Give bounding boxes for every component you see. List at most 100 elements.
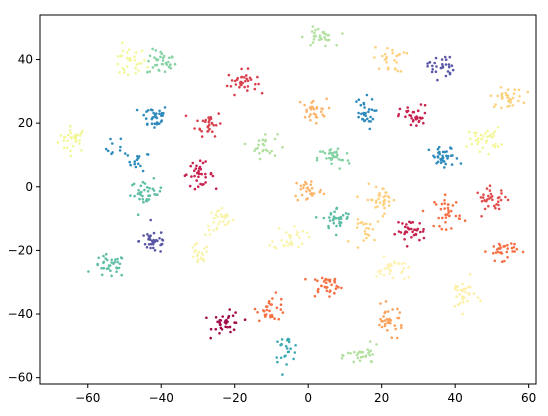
data-point <box>492 134 496 137</box>
data-point <box>69 136 73 139</box>
data-point <box>200 257 203 261</box>
data-point <box>506 105 509 108</box>
data-point <box>499 86 503 89</box>
data-point <box>371 228 375 231</box>
data-point <box>402 51 406 54</box>
data-point <box>463 296 466 299</box>
data-point <box>341 158 345 162</box>
data-point <box>287 338 291 341</box>
data-point <box>337 217 341 221</box>
data-point <box>441 158 444 161</box>
data-point <box>193 250 196 254</box>
data-point <box>437 145 441 149</box>
data-point <box>228 325 232 329</box>
point-cluster <box>426 55 455 82</box>
data-point <box>325 97 329 101</box>
data-point <box>230 79 234 82</box>
data-point <box>275 306 279 310</box>
data-point <box>511 104 515 107</box>
data-point <box>431 64 434 68</box>
data-point <box>474 134 478 138</box>
data-point <box>448 71 452 75</box>
data-point <box>191 255 195 259</box>
data-point <box>200 251 204 255</box>
data-point <box>147 109 150 112</box>
data-point <box>383 267 387 271</box>
data-point <box>369 120 373 123</box>
data-point <box>470 142 474 146</box>
data-point <box>188 184 192 188</box>
data-point <box>210 211 213 214</box>
data-point <box>390 336 394 340</box>
data-point <box>80 129 84 133</box>
data-point <box>371 353 374 356</box>
data-point <box>303 103 306 107</box>
data-point <box>341 32 344 35</box>
data-point <box>137 189 140 192</box>
data-point <box>395 336 399 340</box>
data-point <box>123 152 127 155</box>
data-point <box>336 147 340 150</box>
data-point <box>305 108 308 112</box>
data-point <box>161 56 165 60</box>
data-point <box>386 329 389 332</box>
data-point <box>332 151 336 154</box>
data-point <box>397 316 401 320</box>
data-point <box>218 220 222 224</box>
data-point <box>159 55 162 59</box>
data-point <box>201 253 204 257</box>
data-point <box>314 115 318 119</box>
data-point <box>152 177 156 180</box>
data-point <box>118 262 122 266</box>
data-point <box>410 236 413 239</box>
data-point <box>125 65 129 68</box>
data-point <box>191 161 195 165</box>
data-point <box>136 162 140 166</box>
point-cluster <box>427 145 463 169</box>
data-point <box>320 276 324 280</box>
data-point <box>410 117 413 120</box>
data-point <box>80 149 83 152</box>
data-point <box>526 90 530 94</box>
data-point <box>367 182 371 186</box>
data-point <box>219 213 223 216</box>
data-point <box>503 259 506 263</box>
data-point <box>112 262 115 265</box>
data-point <box>191 246 194 249</box>
data-point <box>300 35 304 39</box>
data-point <box>56 141 60 144</box>
data-point <box>245 74 248 77</box>
data-point <box>246 67 250 70</box>
data-point <box>453 287 457 291</box>
data-point <box>497 207 501 211</box>
data-point <box>200 129 203 133</box>
data-point <box>402 266 405 270</box>
data-point <box>129 59 132 62</box>
point-cluster <box>355 93 378 131</box>
data-point <box>315 156 319 160</box>
data-point <box>282 244 285 248</box>
data-point <box>512 92 516 95</box>
data-point <box>517 99 520 103</box>
data-point <box>311 25 315 28</box>
data-point <box>400 262 404 266</box>
data-point <box>236 76 239 80</box>
data-point <box>320 37 323 40</box>
data-point <box>446 154 450 158</box>
data-point <box>423 103 427 107</box>
data-point <box>273 137 277 141</box>
data-point <box>443 150 447 154</box>
data-point <box>459 288 463 292</box>
data-point <box>356 356 360 360</box>
data-point <box>245 77 248 81</box>
data-point <box>205 245 209 249</box>
data-point <box>389 264 393 268</box>
data-point <box>305 190 308 193</box>
data-point <box>410 227 413 231</box>
data-point <box>446 70 450 73</box>
data-point <box>357 98 361 101</box>
data-point <box>325 157 328 160</box>
data-point <box>500 260 504 264</box>
data-point <box>319 150 322 153</box>
data-point <box>382 315 385 318</box>
